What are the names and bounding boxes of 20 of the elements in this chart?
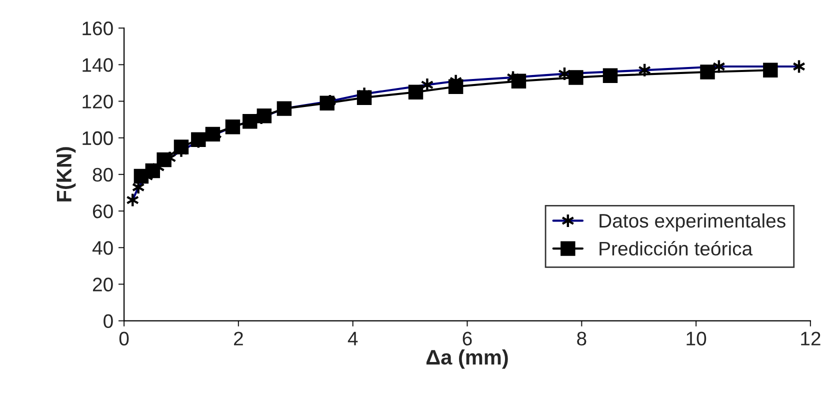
x-tick-label: 10 (686, 332, 706, 346)
y-tick-label: 40 (92, 241, 113, 255)
y-axis-title: F(KN) (56, 147, 76, 202)
legend-label: Predicción teórica (600, 241, 753, 256)
x-axis-title: Δa (mm) (426, 349, 508, 369)
y-tick-label: 120 (82, 94, 113, 108)
x-tick-label: 0 (119, 332, 129, 346)
x-tick-label: 2 (234, 332, 243, 346)
y-tick-label: 160 (82, 22, 113, 36)
x-tick-label: 6 (462, 332, 472, 346)
x-tick-label: 8 (577, 332, 586, 346)
x-tick-label: 12 (801, 332, 820, 346)
y-tick-label: 100 (82, 131, 113, 146)
y-tick-label: 60 (92, 204, 113, 218)
y-tick-label: 140 (82, 58, 113, 72)
legend-label: Datos experimentales (600, 213, 786, 232)
y-tick-label: 0 (104, 314, 113, 328)
x-tick-label: 4 (348, 332, 358, 346)
y-tick-label: 20 (92, 278, 113, 292)
y-tick-label: 80 (92, 168, 113, 182)
